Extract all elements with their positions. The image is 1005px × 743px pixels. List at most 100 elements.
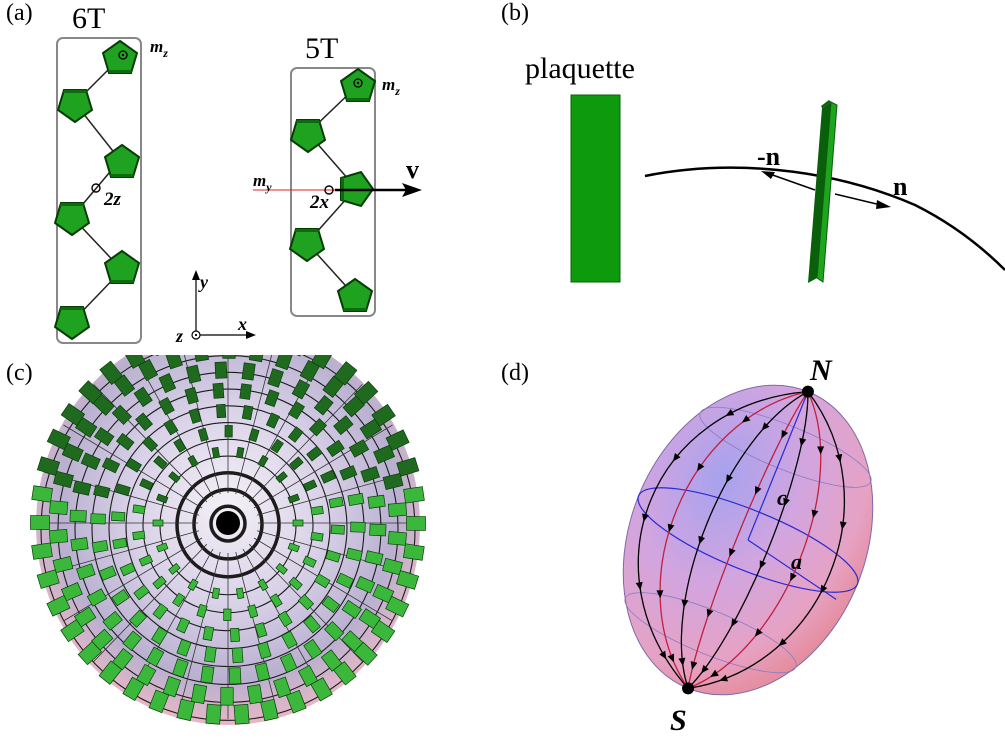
plaquette-tile [247, 684, 263, 705]
plaquette-tile [30, 515, 50, 530]
flow-arrow-icon [690, 661, 698, 670]
plaquette-tile [308, 418, 328, 437]
plaquette-tile [395, 570, 420, 590]
plaquette-tile [52, 470, 74, 489]
flow-arrow-icon [731, 618, 739, 628]
plaquette-tile [254, 662, 271, 682]
flow-arrow-icon [811, 509, 819, 519]
plaquette-tile [116, 432, 135, 451]
panel-b: (b) plaquette -n n [495, 0, 1005, 350]
plaquette-tile [335, 572, 355, 589]
flow-arrow-icon [698, 535, 706, 545]
plaquette-tile [163, 418, 179, 436]
plaquette-tile [172, 658, 189, 678]
plaquette-tile [31, 485, 54, 503]
panel-a: (a) 6T mz 2z 5T [0, 0, 470, 350]
plaquette-tile [396, 457, 420, 477]
plaquette-tile [202, 625, 215, 641]
plaquette-tile [139, 478, 154, 491]
plaquette-tile [239, 383, 252, 400]
plaquette-tile [36, 456, 61, 476]
flow-meridian [687, 391, 845, 689]
panel-c-diagram [30, 321, 426, 725]
plaquette-tile [303, 638, 323, 660]
plaquette-tile [141, 435, 159, 452]
plaquette-tile [111, 404, 132, 425]
plaquette-tile [285, 689, 307, 714]
plaquette-tile [385, 595, 410, 618]
plaquette-tile [273, 676, 292, 699]
plaquette-tile [176, 617, 191, 634]
plaquette-tile [369, 523, 387, 537]
plaquette-tile [382, 557, 404, 576]
center-pole [216, 511, 240, 535]
flow-meridian [687, 391, 822, 689]
plaquette-tile [241, 405, 254, 421]
plaquette-tile [292, 519, 304, 527]
plaquette-tile [99, 360, 123, 386]
plaquette-tile [196, 603, 208, 618]
thiophene-ring [104, 250, 140, 284]
flow-arrow-icon [783, 497, 790, 507]
plaquette-tile [235, 587, 245, 600]
neg-n-label: -n [757, 142, 781, 171]
plaquette-tile [70, 537, 89, 552]
plaquette-tile [224, 425, 233, 438]
plaquette-tile [324, 621, 345, 642]
plaquette-tile [310, 505, 324, 516]
plaquette-tile [339, 465, 358, 481]
flow-arrow-icon [741, 414, 751, 423]
plaquette-tile [220, 687, 234, 706]
plaquette-tile [313, 395, 334, 416]
plaquette-tile [279, 652, 298, 673]
plaquette-tile [205, 703, 222, 725]
plaquette-tile [172, 592, 186, 608]
plaquette-tile [69, 509, 87, 523]
plaquette-tile [385, 429, 410, 452]
plaquette-tile [93, 426, 115, 447]
label-my: my [253, 171, 272, 194]
plaquette-tile [348, 439, 370, 458]
plaquette-tile [152, 519, 164, 527]
bowl-meridian [178, 333, 221, 495]
plaquette-tile [360, 465, 381, 483]
panel-c-label: (c) [6, 360, 33, 386]
plaquette-tile [353, 641, 378, 666]
plaquette-tile [204, 646, 217, 663]
plaquette-tile [151, 626, 169, 645]
bowl-meridian [93, 543, 208, 662]
plaquette-tile [49, 500, 69, 516]
plaquette-tile [264, 389, 280, 408]
flow-arrow-icon [726, 474, 733, 484]
plaquette-tile [257, 578, 269, 592]
plaquette-tile [291, 379, 311, 400]
plaquette-tile [216, 403, 227, 419]
flow-meridians [635, 391, 847, 689]
plaquette-tile [122, 676, 145, 701]
plaquette-tile [257, 454, 269, 468]
bowl-meridian [253, 424, 393, 509]
thiophene-ring [340, 68, 376, 102]
plaquette-tile [231, 647, 244, 664]
plaquette-tile [345, 547, 363, 562]
title-6t: 6T [72, 2, 105, 35]
plaquette-tile [78, 380, 103, 405]
plaquette-tile [90, 513, 106, 525]
flow-arrow-icon [719, 674, 728, 682]
plaquette-tile [214, 361, 228, 379]
plaquette-tiles [30, 321, 426, 725]
plaquette-tile [135, 412, 154, 431]
bowl-meridian [235, 333, 278, 495]
plaquette-tile [222, 340, 236, 359]
plaquette-tile [289, 456, 304, 471]
plaquette-tile [128, 609, 148, 628]
plaquette-tile [187, 454, 199, 468]
plaquette-tile [102, 610, 123, 631]
plaquette-tile [185, 364, 202, 384]
plaquette-tile [235, 446, 245, 459]
plaquette-tile [98, 565, 117, 581]
plaquette-tile [72, 480, 92, 496]
flow-arrow-icon [729, 548, 736, 557]
plaquette-tile [330, 524, 345, 535]
south-label: S [670, 704, 687, 737]
